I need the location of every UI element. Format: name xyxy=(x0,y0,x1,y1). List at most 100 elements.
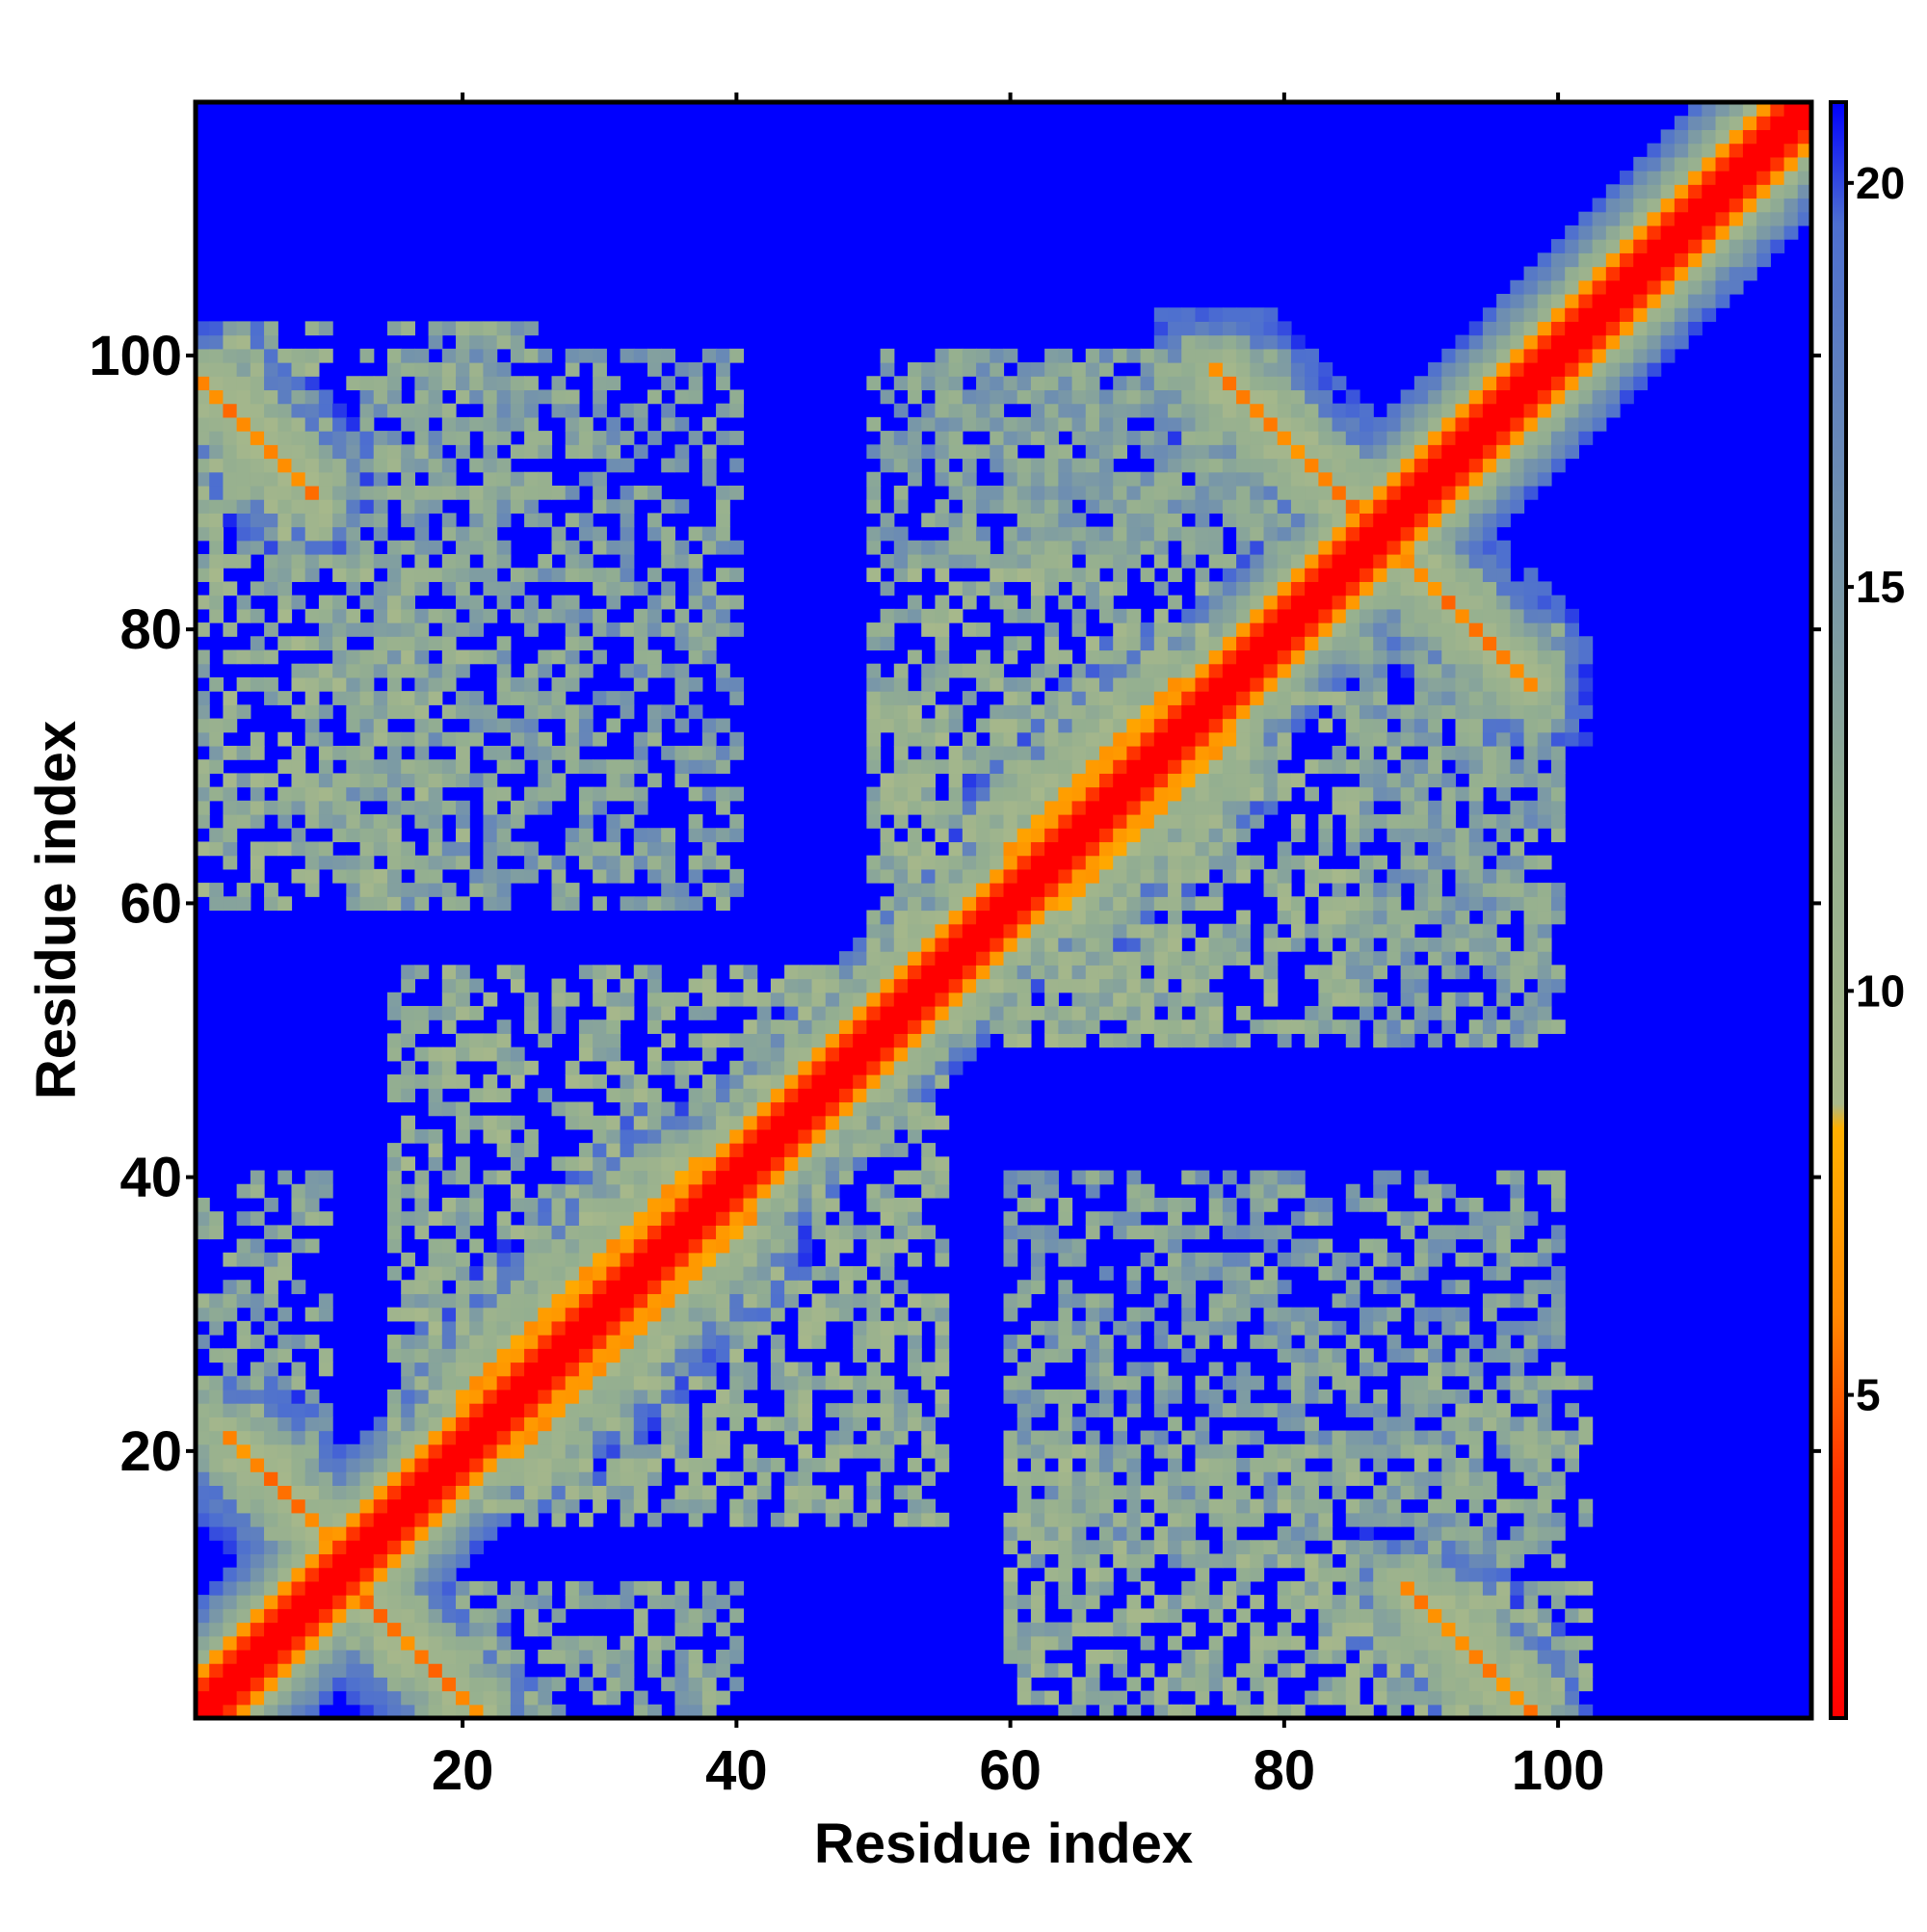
heatmap-cell xyxy=(209,1512,224,1527)
heatmap-cell xyxy=(1003,868,1018,884)
heatmap-cell xyxy=(1003,1512,1018,1527)
heatmap-cell xyxy=(1003,485,1018,500)
heatmap-cell xyxy=(1168,471,1182,487)
heatmap-cell xyxy=(674,1430,690,1445)
heatmap-cell xyxy=(304,540,320,555)
heatmap-cell xyxy=(743,1403,758,1417)
heatmap-cell xyxy=(647,568,662,583)
heatmap-cell xyxy=(893,1416,909,1432)
heatmap-cell xyxy=(359,718,375,733)
heatmap-cell xyxy=(264,1608,278,1624)
heatmap-cell xyxy=(647,389,662,405)
heatmap-cell xyxy=(976,622,990,637)
heatmap-cell xyxy=(661,1211,676,1226)
heatmap-cell xyxy=(578,1225,594,1240)
heatmap-cell xyxy=(921,841,937,857)
heatmap-cell xyxy=(1181,1225,1197,1240)
heatmap-cell xyxy=(1044,376,1059,391)
heatmap-cell xyxy=(1071,1033,1087,1048)
heatmap-cell xyxy=(1222,1485,1237,1500)
heatmap-cell xyxy=(332,471,347,487)
heatmap-cell xyxy=(510,868,525,884)
heatmap-cell xyxy=(264,1677,278,1692)
heatmap-cell xyxy=(401,1704,415,1719)
heatmap-cell xyxy=(386,1622,402,1637)
heatmap-cell xyxy=(386,676,402,692)
heatmap-cell xyxy=(729,1335,745,1349)
heatmap-cell xyxy=(236,1335,251,1349)
heatmap-cell xyxy=(1222,1225,1237,1240)
heatmap-cell xyxy=(1153,923,1169,939)
heatmap-cell xyxy=(1208,883,1224,897)
heatmap-cell xyxy=(223,1512,238,1527)
heatmap-cell xyxy=(647,992,662,1007)
heatmap-cell xyxy=(359,1498,375,1514)
heatmap-cell xyxy=(441,1553,457,1569)
heatmap-cell xyxy=(893,691,909,705)
heatmap-cell xyxy=(921,1019,937,1034)
heatmap-cell xyxy=(770,1156,785,1172)
heatmap-cell xyxy=(1030,376,1045,391)
heatmap-cell xyxy=(428,334,443,350)
heatmap-cell xyxy=(688,1512,703,1527)
heatmap-cell xyxy=(770,1115,785,1130)
heatmap-cell xyxy=(674,1443,690,1459)
heatmap-cell xyxy=(593,1362,607,1377)
heatmap-cell xyxy=(1236,951,1251,966)
heatmap-cell xyxy=(565,1595,580,1609)
heatmap-cell xyxy=(1113,513,1127,528)
heatmap-cell xyxy=(373,471,388,487)
heatmap-cell xyxy=(578,1320,594,1336)
heatmap-cell xyxy=(332,814,347,829)
heatmap-cell xyxy=(250,786,265,802)
heatmap-cell xyxy=(688,1280,703,1295)
heatmap-cell xyxy=(1168,636,1182,651)
heatmap-cell xyxy=(1098,485,1114,500)
heatmap-cell xyxy=(538,1238,553,1254)
heatmap-cell xyxy=(1085,1622,1100,1637)
heatmap-cell xyxy=(441,773,457,788)
heatmap-cell xyxy=(1085,636,1100,651)
heatmap-cell xyxy=(414,1430,430,1445)
heatmap-cell xyxy=(1195,526,1210,542)
heatmap-cell xyxy=(1003,431,1018,445)
heatmap-cell xyxy=(264,1457,278,1472)
heatmap-cell xyxy=(880,458,895,473)
heatmap-cell xyxy=(1044,513,1059,528)
heatmap-cell xyxy=(1098,348,1114,363)
heatmap-cell xyxy=(538,1595,553,1609)
heatmap-cell xyxy=(1250,485,1265,500)
heatmap-cell xyxy=(1085,431,1100,445)
heatmap-cell xyxy=(510,1471,525,1486)
heatmap-cell xyxy=(1126,1033,1142,1048)
heatmap-cell xyxy=(1058,731,1073,747)
heatmap-cell xyxy=(1071,883,1087,897)
heatmap-cell xyxy=(196,568,210,583)
heatmap-cell xyxy=(908,608,922,623)
heatmap-cell xyxy=(1208,1677,1224,1692)
heatmap-cell xyxy=(866,868,882,884)
heatmap-cell xyxy=(346,416,361,432)
heatmap-cell xyxy=(1126,1362,1142,1377)
heatmap-cell xyxy=(1181,676,1197,692)
heatmap-cell xyxy=(893,1074,909,1089)
heatmap-cell xyxy=(277,389,293,405)
heatmap-cell xyxy=(1290,1403,1306,1417)
heatmap-cell xyxy=(441,1389,457,1404)
heatmap-cell xyxy=(236,1498,251,1514)
heatmap-cell xyxy=(1126,910,1142,925)
heatmap-cell xyxy=(811,1170,827,1185)
heatmap-cell xyxy=(1113,649,1127,665)
heatmap-cell xyxy=(935,553,950,569)
heatmap-cell xyxy=(496,676,512,692)
heatmap-cell xyxy=(1168,1553,1182,1569)
heatmap-cell xyxy=(1195,1430,1210,1445)
heatmap-cell xyxy=(1195,471,1210,487)
heatmap-cell xyxy=(1071,458,1087,473)
heatmap-cell xyxy=(359,896,375,912)
heatmap-cell xyxy=(1071,1238,1087,1254)
heatmap-cell xyxy=(196,485,210,500)
heatmap-cell xyxy=(1168,1526,1182,1541)
heatmap-cell xyxy=(250,745,265,760)
heatmap-cell xyxy=(729,676,745,692)
